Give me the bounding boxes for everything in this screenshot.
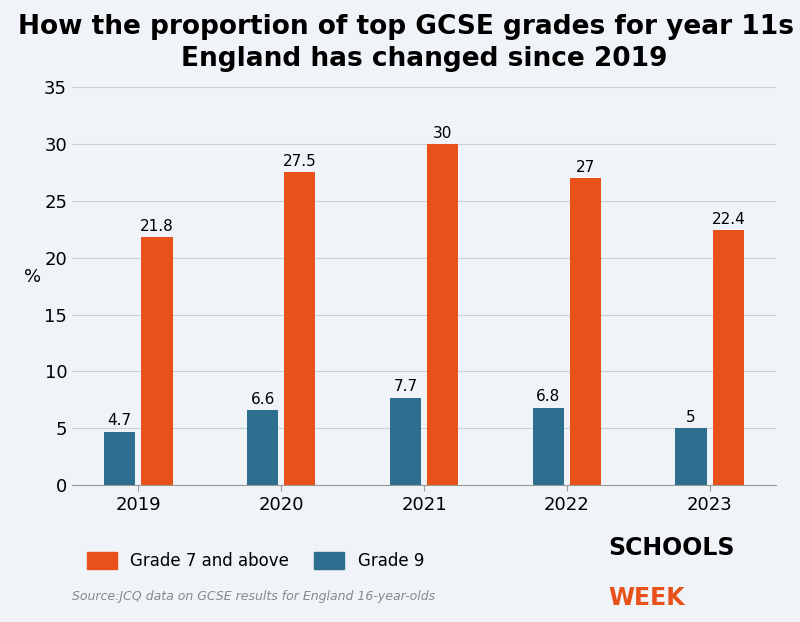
Y-axis label: %: % xyxy=(25,268,42,286)
Bar xyxy=(390,397,421,485)
Title: How the proportion of top GCSE grades for year 11s in
England has changed since : How the proportion of top GCSE grades fo… xyxy=(18,14,800,72)
Bar xyxy=(570,178,601,485)
Text: 30: 30 xyxy=(433,126,452,141)
Legend: Grade 7 and above, Grade 9: Grade 7 and above, Grade 9 xyxy=(80,545,430,577)
Text: 21.8: 21.8 xyxy=(140,219,174,234)
Bar xyxy=(713,230,744,485)
Text: WEEK: WEEK xyxy=(608,585,685,610)
Bar xyxy=(533,408,564,485)
Text: SCHOOLS: SCHOOLS xyxy=(608,536,734,560)
Text: 27: 27 xyxy=(576,160,595,175)
Bar xyxy=(104,432,135,485)
Text: 4.7: 4.7 xyxy=(108,413,132,429)
Bar xyxy=(675,429,707,485)
Bar xyxy=(284,172,315,485)
Text: 22.4: 22.4 xyxy=(711,212,745,227)
Text: 5: 5 xyxy=(686,410,696,425)
Bar xyxy=(427,144,458,485)
Bar xyxy=(141,237,173,485)
Text: 27.5: 27.5 xyxy=(283,154,317,169)
Text: 7.7: 7.7 xyxy=(394,379,418,394)
Text: Source:JCQ data on GCSE results for England 16-year-olds: Source:JCQ data on GCSE results for Engl… xyxy=(72,590,435,603)
Text: 6.8: 6.8 xyxy=(536,389,561,404)
Text: 6.6: 6.6 xyxy=(250,392,274,407)
Bar xyxy=(247,410,278,485)
